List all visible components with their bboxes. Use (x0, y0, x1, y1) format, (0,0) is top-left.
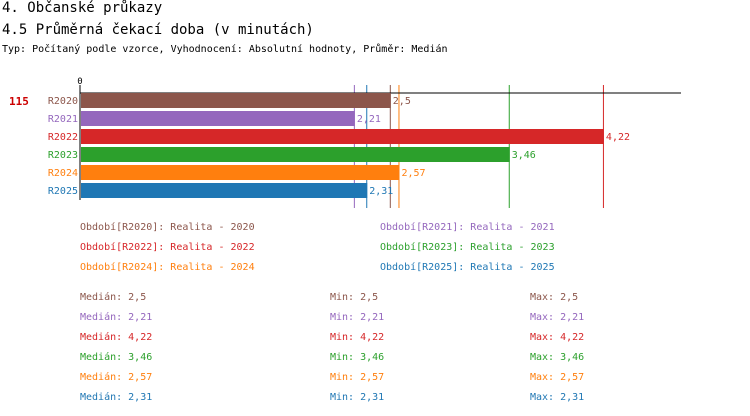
stat-max: Max: 3,46 (530, 352, 585, 363)
stat-max: Max: 2,57 (530, 372, 585, 383)
value-label-R2021: 2,21 (357, 114, 381, 125)
stat-max: Max: 4,22 (530, 332, 585, 343)
value-label-R2022: 4,22 (606, 132, 630, 143)
stat-max: Max: 2,5 (530, 292, 579, 303)
chart-subtitle: Typ: Počítaný podle vzorce, Vyhodnocení:… (2, 44, 448, 55)
value-label-R2023: 3,46 (512, 150, 536, 161)
stat-min: Min: 4,22 (330, 332, 385, 343)
bar-R2025 (81, 183, 368, 198)
category-label-R2021: R2021 (48, 114, 78, 125)
stat-min: Min: 2,21 (330, 312, 385, 323)
stat-median: Medián: 2,21 (80, 312, 153, 323)
category-label-R2023: R2023 (48, 150, 78, 161)
stat-min: Min: 2,57 (330, 372, 385, 383)
stat-max: Max: 2,31 (530, 392, 585, 403)
stat-min: Min: 2,31 (330, 392, 385, 403)
row-marker: 115 (9, 95, 29, 108)
bar-R2024 (81, 165, 400, 180)
bar-R2020 (81, 93, 391, 108)
stat-median: Medián: 2,31 (80, 392, 153, 403)
bar-R2022 (81, 129, 604, 144)
stat-median: Medián: 4,22 (80, 332, 153, 343)
bar-R2023 (81, 147, 510, 162)
stat-min: Min: 3,46 (330, 352, 385, 363)
category-label-R2024: R2024 (48, 168, 78, 179)
legend-item: Období[R2022]: Realita - 2022 (80, 242, 255, 253)
stat-min: Min: 2,5 (330, 292, 379, 303)
legend-item: Období[R2023]: Realita - 2023 (380, 242, 555, 253)
value-label-R2025: 2,31 (369, 186, 393, 197)
x-tick-label-0: 0 (77, 77, 82, 87)
category-label-R2025: R2025 (48, 186, 78, 197)
legend-item: Období[R2021]: Realita - 2021 (380, 222, 555, 233)
category-label-R2020: R2020 (48, 96, 78, 107)
stat-median: Medián: 3,46 (80, 352, 153, 363)
category-label-R2022: R2022 (48, 132, 78, 143)
stat-median: Medián: 2,57 (80, 372, 153, 383)
legend-item: Období[R2025]: Realita - 2025 (380, 262, 555, 273)
value-label-R2024: 2,57 (401, 168, 425, 179)
stat-median: Medián: 2,5 (80, 292, 147, 303)
bar-R2021 (81, 111, 355, 126)
value-label-R2020: 2,5 (393, 96, 411, 107)
stat-max: Max: 2,21 (530, 312, 585, 323)
legend-item: Období[R2020]: Realita - 2020 (80, 222, 255, 233)
legend-item: Období[R2024]: Realita - 2024 (80, 262, 255, 273)
section-title: 4. Občanské průkazy (2, 0, 163, 16)
chart-title: 4.5 Průměrná čekací doba (v minutách) (2, 22, 314, 38)
